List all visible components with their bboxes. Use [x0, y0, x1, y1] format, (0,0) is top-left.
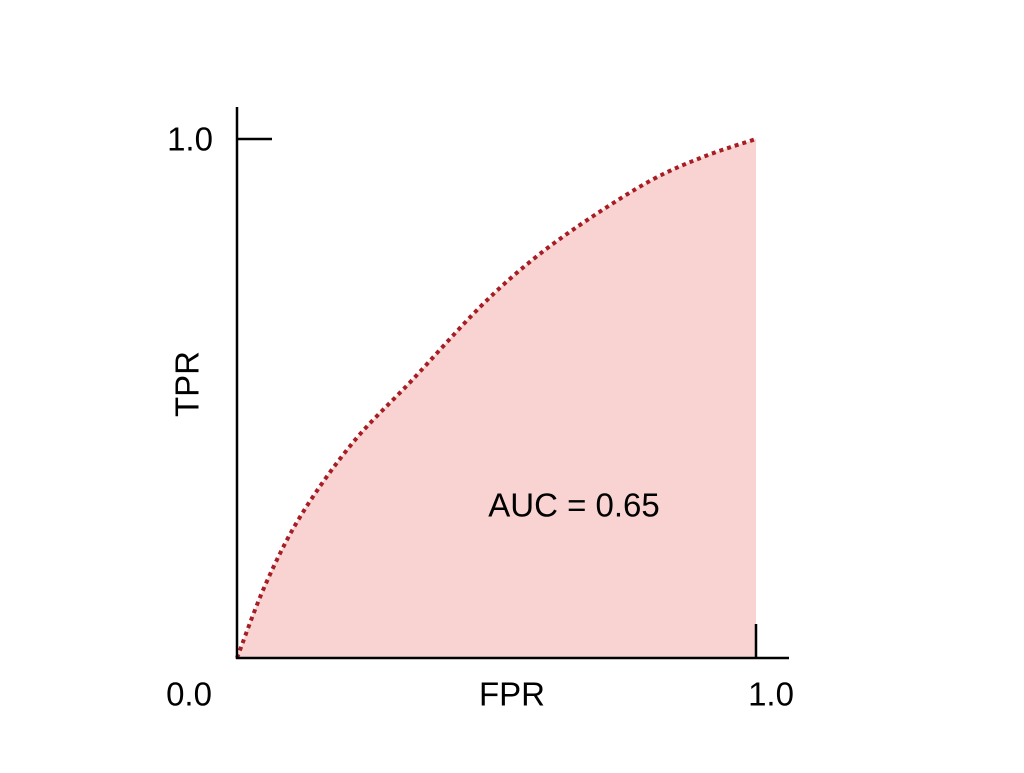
x-axis-label: FPR: [479, 676, 545, 713]
y-tick-label-1: 1.0: [167, 121, 213, 158]
auc-area: [237, 139, 756, 658]
x-tick-label-0: 0.0: [166, 676, 212, 713]
auc-annotation: AUC = 0.65: [488, 487, 660, 524]
roc-curve: [235, 137, 757, 659]
x-tick-label-1: 1.0: [748, 676, 794, 713]
y-axis-label: TPR: [169, 351, 206, 417]
